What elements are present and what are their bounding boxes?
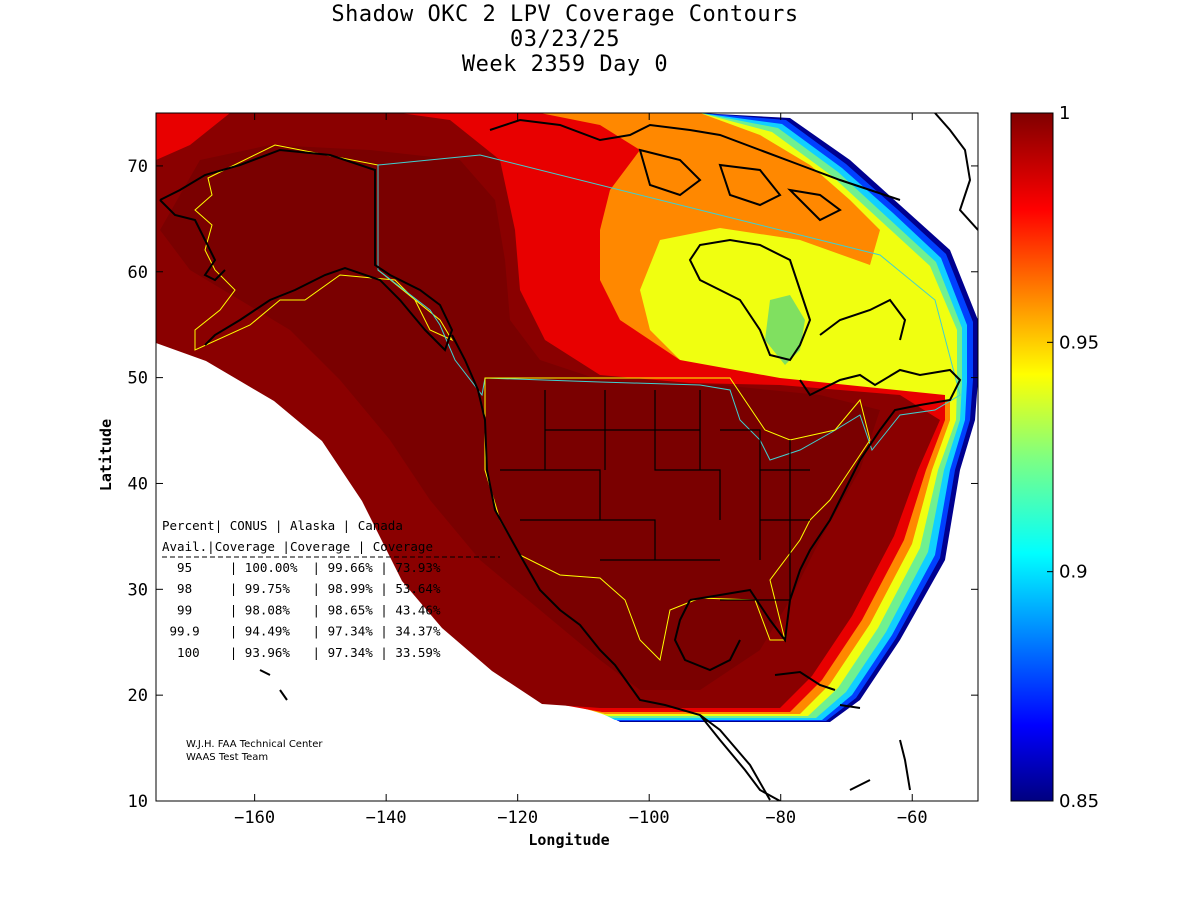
x-tick-label: −160 bbox=[234, 808, 275, 828]
central-america-coast bbox=[699, 714, 911, 801]
table-cell-percent: 98 bbox=[162, 581, 215, 596]
coverage-contours bbox=[156, 113, 978, 722]
x-tick-label: −60 bbox=[897, 808, 928, 828]
x-tick-label: −80 bbox=[765, 808, 796, 828]
table-cell-percent: 99.9 bbox=[162, 624, 215, 639]
chart-week-day: Week 2359 Day 0 bbox=[461, 52, 669, 77]
table-header-conus: CONUS bbox=[230, 518, 268, 533]
y-tick-label: 40 bbox=[128, 474, 148, 494]
table-cell-conus: 99.75% bbox=[245, 581, 291, 596]
y-tick-label: 70 bbox=[128, 157, 148, 177]
greenland-coast bbox=[934, 113, 978, 231]
table-row: 98 | 99.75% | 98.99% | 53.64% bbox=[162, 581, 441, 596]
table-cell-alaska: 98.65% bbox=[328, 602, 374, 617]
x-tick-label: −120 bbox=[497, 808, 538, 828]
table-cell-alaska: 97.34% bbox=[328, 624, 374, 639]
coverage-green-patch bbox=[765, 295, 805, 365]
table-cell-canada: 73.93% bbox=[395, 560, 441, 575]
table-subheader-canada: Coverage bbox=[373, 539, 433, 554]
alaska-region-outline bbox=[194, 144, 454, 351]
alaska-coastline bbox=[159, 148, 454, 352]
table-cell-alaska: 98.99% bbox=[328, 581, 374, 596]
table-cell-conus: 94.49% bbox=[245, 624, 291, 639]
table-cell-canada: 53.64% bbox=[395, 581, 441, 596]
y-tick-label: 10 bbox=[128, 792, 148, 812]
table-cell-conus: 98.08% bbox=[245, 602, 291, 617]
x-axis-ticks: −160 −140 −120 −100 −80 −60 bbox=[234, 113, 928, 828]
chart-date: 03/23/25 bbox=[510, 27, 620, 52]
coverage-holdout-left bbox=[156, 113, 230, 160]
table-cell-canada: 33.59% bbox=[395, 645, 441, 660]
table-cell-canada: 34.37% bbox=[395, 624, 441, 639]
hudson-bay-coastline bbox=[688, 238, 907, 362]
y-tick-label: 30 bbox=[128, 580, 148, 600]
table-cell-alaska: 97.34% bbox=[328, 645, 374, 660]
conus-region-outline bbox=[484, 377, 871, 662]
table-cell-conus: 100.00% bbox=[245, 560, 298, 575]
chart-title: Shadow OKC 2 LPV Coverage Contours bbox=[331, 2, 799, 27]
table-cell-percent: 99 bbox=[162, 602, 215, 617]
arctic-islands bbox=[489, 118, 901, 222]
credit-line-2: WAAS Test Team bbox=[186, 752, 268, 763]
table-row: 95 | 100.00% | 99.66% | 73.93% bbox=[162, 560, 441, 575]
y-tick-label: 20 bbox=[128, 686, 148, 706]
state-borders bbox=[500, 390, 810, 601]
colorbar bbox=[1010, 112, 1054, 802]
colorbar-tick-label: 0.9 bbox=[1059, 562, 1088, 583]
colorbar-tick-label: 0.85 bbox=[1059, 791, 1099, 812]
table-row: 99 | 98.08% | 98.65% | 43.46% bbox=[162, 602, 441, 617]
table-header-alaska: Alaska bbox=[290, 518, 335, 533]
table-cell-conus: 93.96% bbox=[245, 645, 291, 660]
x-tick-label: −140 bbox=[366, 808, 407, 828]
table-rows: 95 | 100.00% | 99.66% | 73.93% 98 | 99.7… bbox=[162, 560, 441, 660]
table-subheader-conus: Coverage bbox=[215, 539, 275, 554]
table-row: 99.9 | 94.49% | 97.34% | 34.37% bbox=[162, 624, 441, 639]
coverage-stats-table: Percent| CONUS | Alaska | Canada Avail.|… bbox=[162, 518, 500, 660]
y-axis-label: Latitude bbox=[97, 419, 115, 491]
caribbean-islands bbox=[259, 669, 861, 709]
table-header-row-2: Avail.|Coverage |Coverage | Coverage bbox=[162, 539, 433, 554]
table-header-row-1: Percent| CONUS | Alaska | Canada bbox=[162, 518, 403, 533]
colorbar-ticks: 1 0.95 0.9 0.85 bbox=[1047, 103, 1099, 812]
colorbar-tick-label: 1 bbox=[1059, 103, 1070, 124]
table-subheader-alaska: Coverage bbox=[290, 539, 350, 554]
table-cell-percent: 100 bbox=[162, 645, 215, 660]
region-outlines bbox=[194, 144, 961, 662]
coastlines bbox=[159, 113, 978, 801]
table-row: 100 | 93.96% | 97.34% | 33.59% bbox=[162, 645, 441, 660]
plot-frame bbox=[155, 112, 979, 802]
table-header-percent: Percent bbox=[162, 518, 215, 533]
y-axis-ticks: 10 20 30 40 50 60 70 bbox=[128, 157, 978, 812]
y-tick-label: 60 bbox=[128, 263, 148, 283]
table-cell-alaska: 99.66% bbox=[328, 560, 374, 575]
colorbar-tick-label: 0.95 bbox=[1059, 332, 1099, 353]
credit-line-1: W.J.H. FAA Technical Center bbox=[186, 739, 323, 750]
table-header-canada: Canada bbox=[358, 518, 403, 533]
x-axis-label: Longitude bbox=[528, 831, 609, 849]
contour-band-deep-red bbox=[160, 145, 880, 690]
table-cell-canada: 43.46% bbox=[395, 602, 441, 617]
table-cell-percent: 95 bbox=[162, 560, 215, 575]
y-tick-label: 50 bbox=[128, 369, 148, 389]
table-subheader-avail: Avail. bbox=[162, 539, 207, 554]
canada-border-outline bbox=[377, 154, 961, 461]
north-america-coastline bbox=[451, 334, 962, 801]
x-tick-label: −100 bbox=[629, 808, 670, 828]
